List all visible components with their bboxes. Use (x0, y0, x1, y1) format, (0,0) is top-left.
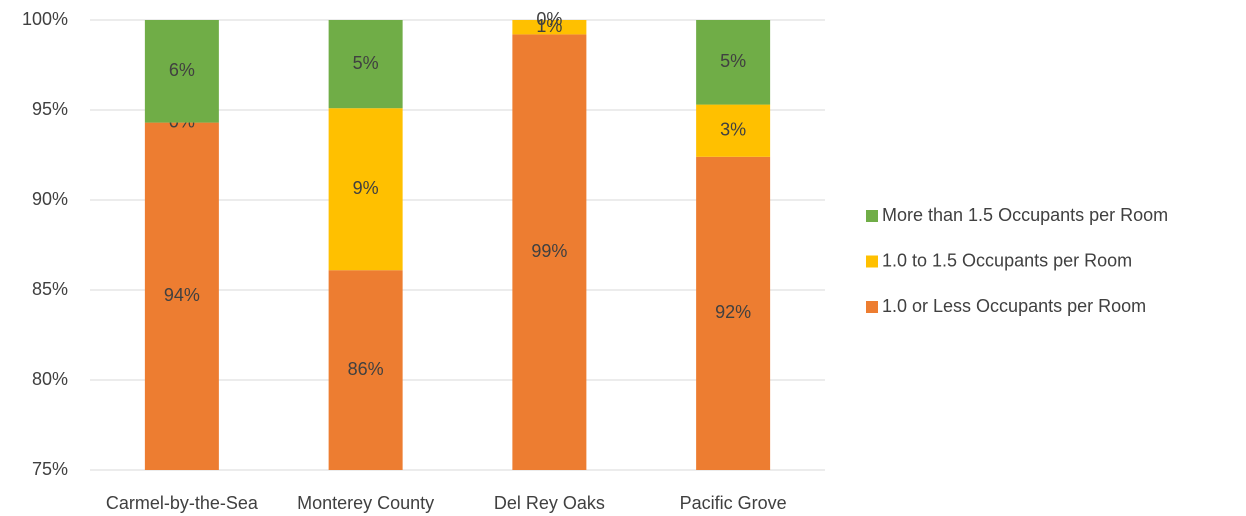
data-label: 6% (169, 60, 195, 80)
bar-segment (512, 34, 587, 471)
bar-segment (696, 104, 771, 157)
x-tick-label: Del Rey Oaks (494, 493, 605, 513)
y-tick-label: 85% (32, 279, 68, 299)
legend-swatch (866, 255, 878, 268)
y-tick-label: 95% (32, 99, 68, 119)
x-tick-label: Carmel-by-the-Sea (106, 493, 259, 513)
bar-segment (512, 20, 587, 35)
y-tick-label: 80% (32, 369, 68, 389)
data-label: 86% (348, 359, 384, 379)
data-label: 5% (353, 53, 379, 73)
bar-segment (328, 108, 403, 271)
legend-label: More than 1.5 Occupants per Room (882, 205, 1168, 225)
data-label: 92% (715, 302, 751, 322)
data-label: 9% (353, 178, 379, 198)
data-label: 1% (536, 16, 562, 36)
bar-segment (144, 122, 219, 470)
data-label: 0% (536, 9, 562, 29)
data-label: 5% (720, 51, 746, 71)
data-label: 94% (164, 285, 200, 305)
x-tick-label: Pacific Grove (680, 493, 787, 513)
legend-label: 1.0 to 1.5 Occupants per Room (882, 250, 1132, 270)
bar-segment (144, 20, 219, 123)
bar-segment (696, 156, 771, 471)
data-label: 99% (531, 241, 567, 261)
legend-swatch (866, 301, 878, 313)
y-tick-label: 100% (22, 9, 68, 29)
x-tick-label: Monterey County (297, 493, 434, 513)
legend-label: 1.0 or Less Occupants per Room (882, 296, 1146, 316)
bar-segment (328, 270, 403, 470)
y-tick-label: 75% (32, 459, 68, 479)
legend-swatch (866, 210, 878, 222)
data-label: 3% (720, 119, 746, 139)
bar-segment (696, 20, 771, 105)
bar-segment (328, 20, 403, 109)
y-tick-label: 90% (32, 189, 68, 209)
